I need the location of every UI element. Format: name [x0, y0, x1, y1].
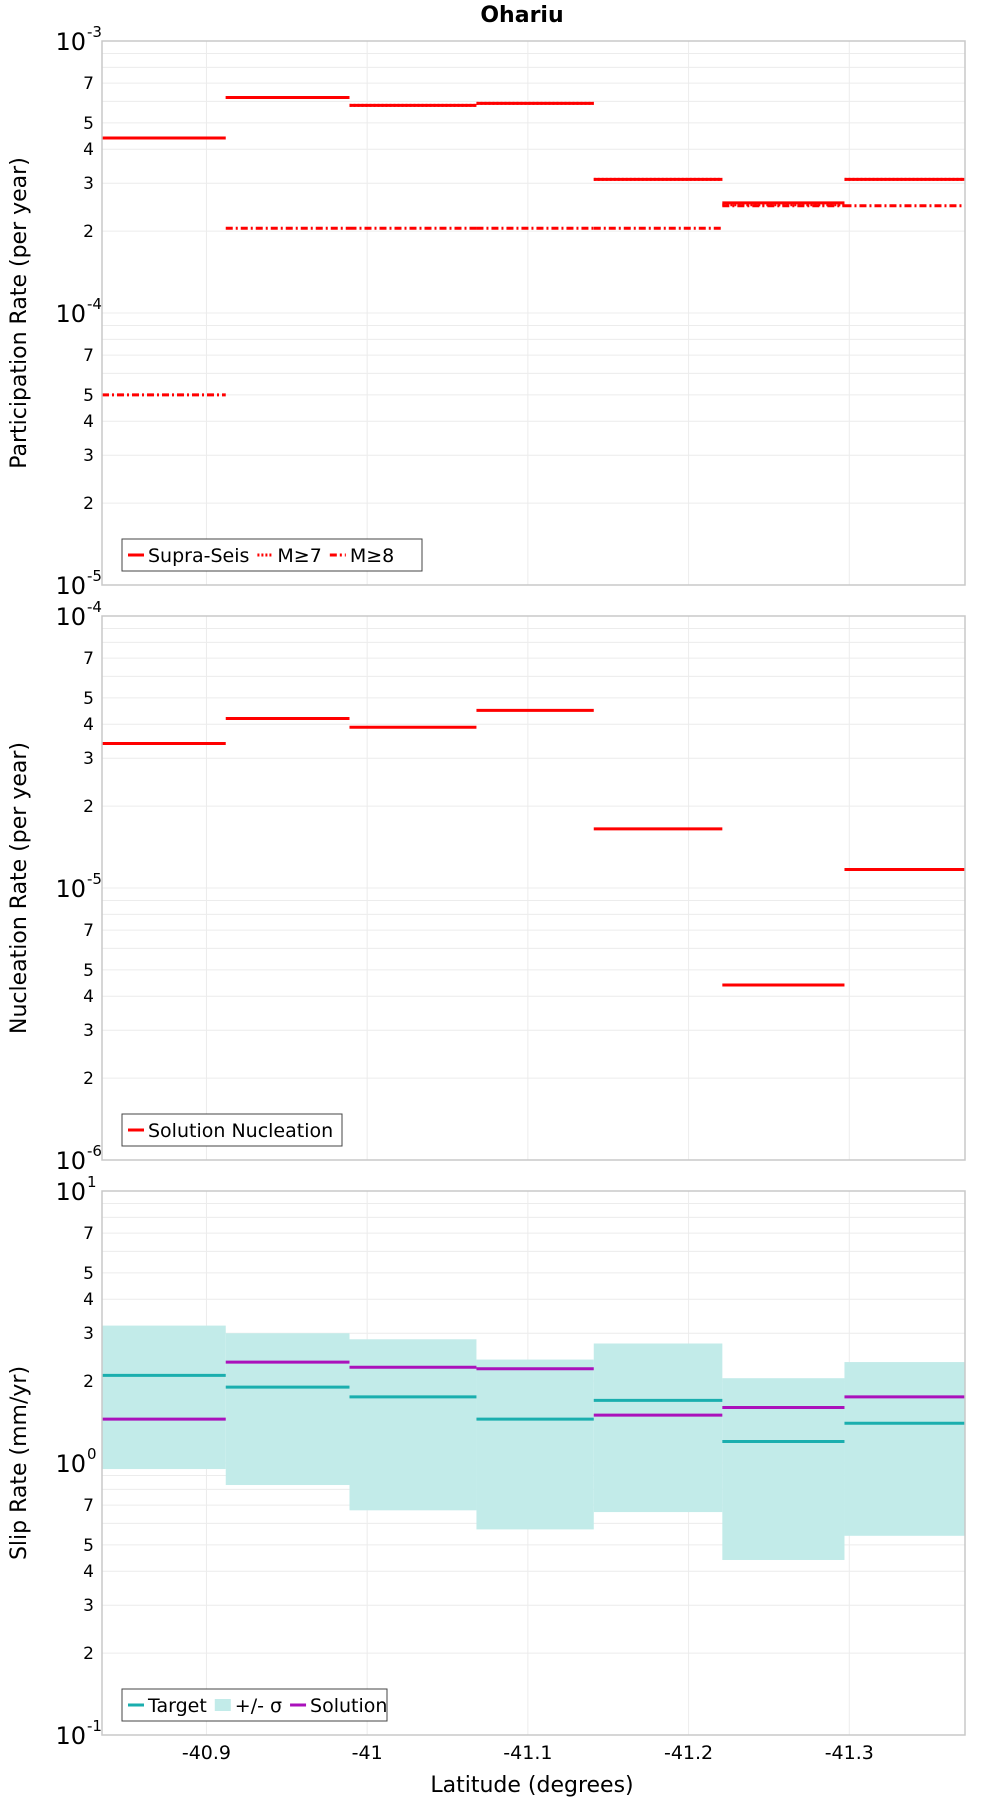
y-major-tick-exponent: -6	[87, 1142, 102, 1160]
y-major-tick-exponent: -5	[87, 567, 102, 585]
y-major-tick-base: 10	[55, 603, 86, 631]
y-tick-label: 5	[83, 114, 94, 134]
legend: Solution Nucleation	[121, 1113, 343, 1147]
y-tick-label: 5	[83, 1536, 94, 1556]
y-tick-label: 4	[83, 987, 94, 1007]
y-tick-label: 3	[83, 1324, 94, 1344]
y-tick-label: 7	[83, 1496, 94, 1516]
y-tick-label: 4	[83, 715, 94, 735]
y-tick-label: 4	[83, 1290, 94, 1310]
y-major-tick-exponent: -4	[87, 295, 102, 313]
y-axis-label: Participation Rate (per year)	[7, 157, 32, 469]
y-tick-label: 2	[83, 1644, 94, 1664]
x-tick-label: -41.3	[825, 1742, 874, 1764]
band-segment	[225, 1333, 350, 1486]
y-tick-label: 4	[83, 412, 94, 432]
series-m-8	[102, 204, 965, 397]
y-axis-label: Slip Rate (mm/yr)	[7, 1366, 32, 1560]
x-tick-label: -41	[352, 1742, 383, 1764]
band-segment	[102, 1325, 226, 1470]
y-tick-label: 5	[83, 689, 94, 709]
x-tick-label: -41.2	[664, 1742, 713, 1764]
y-tick-label: 2	[83, 222, 94, 242]
y-tick-label: 7	[83, 1224, 94, 1244]
chart-title: Ohariu	[480, 3, 563, 28]
legend: Target +/- σ Solution	[121, 1688, 388, 1722]
legend-label: +/- σ	[235, 1695, 282, 1717]
y-major-tick-exponent: 1	[87, 1173, 97, 1191]
legend-label: Solution Nucleation	[148, 1120, 333, 1142]
series-solution-nucleation	[102, 708, 965, 987]
y-tick-label: 4	[83, 1562, 94, 1582]
legend-box	[121, 1688, 388, 1722]
plot-frame	[101, 615, 966, 1161]
y-tick-label: 2	[83, 494, 94, 514]
y-tick-label: 5	[83, 386, 94, 406]
y-tick-label: 5	[83, 1264, 94, 1284]
band-segment	[349, 1339, 477, 1511]
y-major-tick-exponent: -1	[87, 1717, 102, 1735]
y-tick-label: 3	[83, 1021, 94, 1041]
y-tick-label: 3	[83, 749, 94, 769]
y-major-tick-base: 10	[55, 572, 86, 600]
y-major-tick-exponent: -4	[87, 598, 102, 616]
plot-frame	[101, 40, 966, 586]
y-axis-label: Nucleation Rate (per year)	[7, 742, 32, 1034]
series-solution	[102, 1360, 965, 1421]
legend: Supra-Seis M≥7 M≥8	[121, 538, 423, 572]
legend-label: Supra-Seis	[148, 545, 249, 567]
y-tick-label: 5	[83, 961, 94, 981]
y-major-tick-base: 10	[55, 300, 86, 328]
y-major-tick-base: 10	[55, 1147, 86, 1175]
x-tick-label: -40.9	[182, 1742, 231, 1764]
legend-swatch	[214, 1699, 231, 1711]
band-segment	[476, 1359, 594, 1530]
y-tick-label: 7	[83, 921, 94, 941]
y-tick-label: 7	[83, 649, 94, 669]
band-segment	[593, 1343, 723, 1513]
y-major-tick-base: 10	[55, 1178, 86, 1206]
y-major-tick-base: 10	[55, 28, 86, 56]
y-major-tick-exponent: -5	[87, 870, 102, 888]
y-tick-label: 7	[83, 74, 94, 94]
y-tick-label: 4	[83, 140, 94, 160]
legend-box	[121, 538, 423, 572]
y-major-tick-base: 10	[55, 1722, 86, 1750]
y-tick-label: 3	[83, 174, 94, 194]
legend-label: Target	[147, 1695, 207, 1717]
y-tick-label: 2	[83, 797, 94, 817]
y-tick-label: 7	[83, 346, 94, 366]
y-major-tick-base: 10	[55, 1450, 86, 1478]
legend-box	[121, 1113, 343, 1147]
y-major-tick-exponent: 0	[87, 1445, 97, 1463]
series-target	[102, 1373, 965, 1443]
y-tick-label: 2	[83, 1069, 94, 1089]
legend-label: Solution	[310, 1695, 387, 1717]
y-major-tick-exponent: -3	[87, 23, 102, 41]
y-major-tick-base: 10	[55, 875, 86, 903]
band-segment	[722, 1378, 845, 1560]
y-tick-label: 2	[83, 1372, 94, 1392]
plot-frame	[101, 1190, 966, 1736]
x-tick-label: -41.1	[503, 1742, 552, 1764]
legend-label: M≥8	[350, 545, 394, 567]
y-tick-label: 3	[83, 1596, 94, 1616]
band-segment	[844, 1362, 965, 1536]
y-tick-label: 3	[83, 446, 94, 466]
legend-label: M≥7	[277, 545, 321, 567]
x-axis-label: Latitude (degrees)	[430, 1773, 633, 1798]
